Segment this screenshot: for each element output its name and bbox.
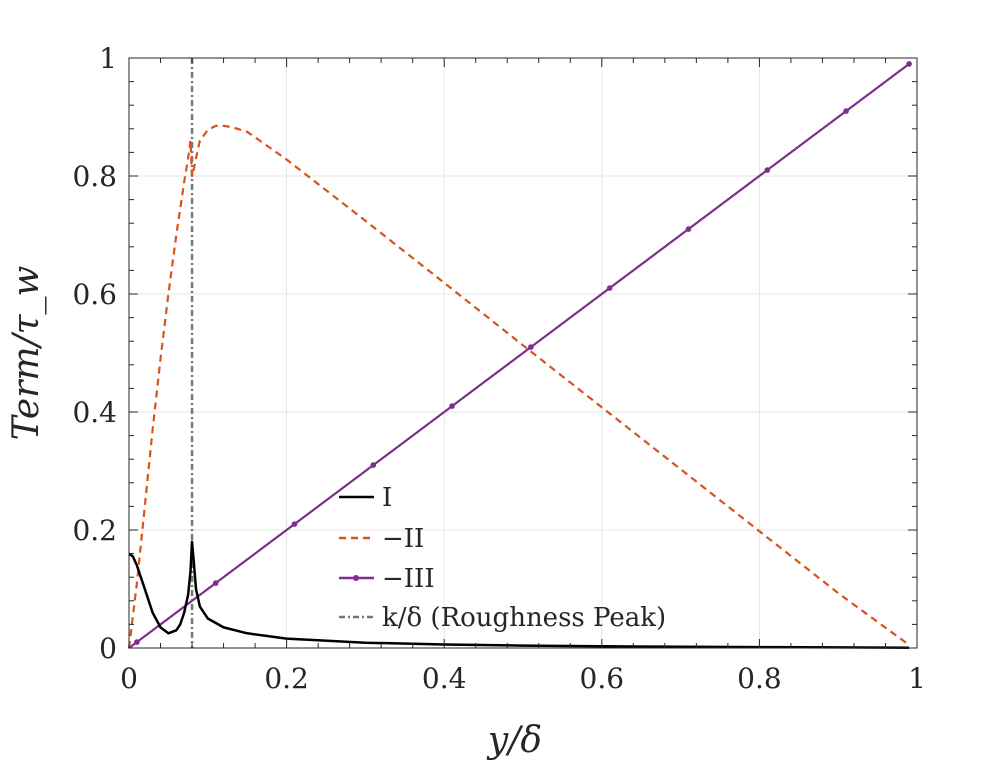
y-tick-label: 0.8 [72, 160, 117, 193]
y-tick-label: 1 [99, 42, 117, 75]
legend-entry-I: I [339, 483, 392, 513]
legend-entry-II: −II [339, 524, 424, 554]
series-III-marker [370, 462, 377, 468]
legend-label-roughness: k/δ (Roughness Peak) [382, 603, 666, 633]
x-tick-label: 0.4 [422, 662, 467, 695]
series-III-marker [606, 285, 613, 291]
series-II-line [127, 124, 910, 649]
series-III-marker [449, 403, 455, 409]
series-III-marker [528, 344, 534, 350]
legend-label-II: −II [382, 524, 424, 554]
series-III-marker [134, 639, 140, 645]
plot-series [127, 58, 912, 649]
legend-label-I: I [382, 483, 392, 513]
y-tick-label: 0.2 [72, 514, 117, 547]
y-axis-label: Term/τ_w [6, 265, 47, 440]
grid [129, 58, 917, 648]
legend-entry-roughness: k/δ (Roughness Peak) [339, 603, 666, 633]
legend-marker-III [353, 575, 359, 581]
x-axis-label: y/δ [486, 720, 542, 761]
series-III-marker [843, 108, 849, 114]
plot-frame [128, 57, 918, 649]
legend: I −II −III k/δ (Roughness Peak) [339, 483, 666, 633]
x-tick-label: 0.2 [264, 662, 309, 695]
series-III-marker [764, 167, 771, 173]
x-tick-label: 0 [120, 662, 138, 695]
axes: 00 0.2 0.2 0.4 0.4 0.6 0.6 0.8 0.8 1 1 [72, 42, 925, 695]
series-III-marker [212, 580, 219, 586]
series-I-line [128, 540, 910, 649]
series-III-line [128, 63, 910, 649]
x-tick-label: 0.6 [580, 662, 625, 695]
series-III-marker [291, 521, 298, 527]
legend-entry-III: −III [339, 564, 435, 594]
series-III-marker [685, 226, 692, 232]
y-tick-label: 0.6 [72, 278, 117, 311]
x-tick-label: 0.8 [737, 662, 782, 695]
y-tick-label: 0.4 [72, 396, 117, 429]
x-tick-label: 1 [908, 662, 926, 695]
legend-label-III: −III [382, 564, 435, 594]
series-III-marker [906, 61, 912, 67]
y-tick-label: 0 [99, 632, 117, 665]
